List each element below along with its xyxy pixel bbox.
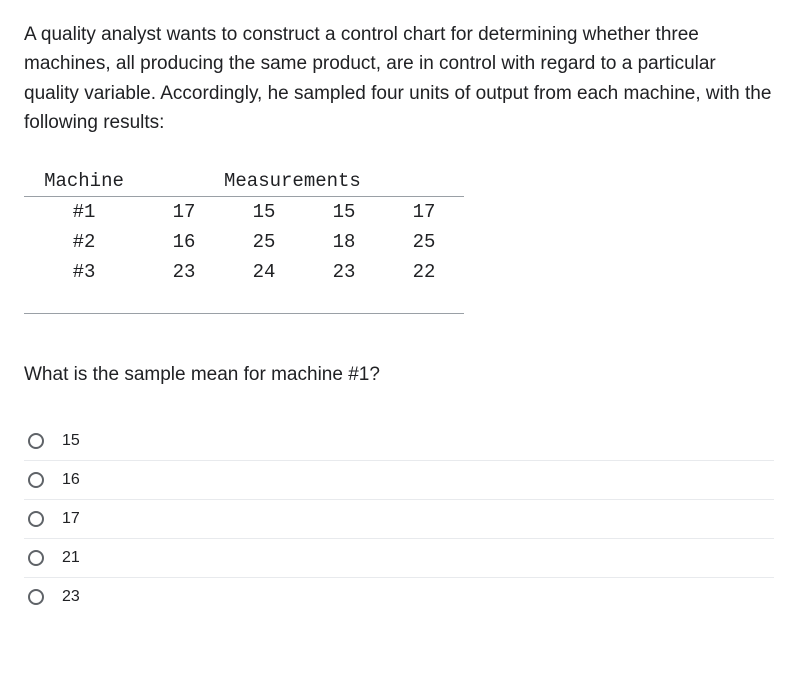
measurements-table: Machine Measurements #1 17 15 15 17 #2 1… <box>24 166 464 314</box>
option-16[interactable]: 16 <box>24 461 774 500</box>
option-17[interactable]: 17 <box>24 500 774 539</box>
row-label: #3 <box>24 257 144 314</box>
table-row: #3 23 24 23 22 <box>24 257 464 314</box>
cell: 15 <box>224 196 304 227</box>
radio-icon <box>28 472 44 488</box>
cell: 18 <box>304 227 384 257</box>
radio-icon <box>28 550 44 566</box>
question-text: What is the sample mean for machine #1? <box>24 364 774 386</box>
cell: 16 <box>144 227 224 257</box>
option-label: 23 <box>62 588 80 606</box>
problem-intro: A quality analyst wants to construct a c… <box>24 20 774 138</box>
radio-icon <box>28 433 44 449</box>
header-machine: Machine <box>24 166 144 197</box>
option-label: 17 <box>62 510 80 528</box>
answer-options: 15 16 17 21 23 <box>24 422 774 616</box>
option-15[interactable]: 15 <box>24 422 774 461</box>
cell: 17 <box>144 196 224 227</box>
cell: 25 <box>384 227 464 257</box>
header-measurements: Measurements <box>224 166 384 197</box>
cell: 22 <box>384 257 464 314</box>
cell: 25 <box>224 227 304 257</box>
table-row: #2 16 25 18 25 <box>24 227 464 257</box>
header-measurements-spacer2 <box>384 166 464 197</box>
row-label: #1 <box>24 196 144 227</box>
option-21[interactable]: 21 <box>24 539 774 578</box>
cell: 15 <box>304 196 384 227</box>
radio-icon <box>28 511 44 527</box>
row-label: #2 <box>24 227 144 257</box>
cell: 17 <box>384 196 464 227</box>
option-label: 16 <box>62 471 80 489</box>
cell: 24 <box>224 257 304 314</box>
cell: 23 <box>144 257 224 314</box>
option-label: 15 <box>62 432 80 450</box>
radio-icon <box>28 589 44 605</box>
cell: 23 <box>304 257 384 314</box>
table-row: #1 17 15 15 17 <box>24 196 464 227</box>
header-measurements-spacer <box>144 166 224 197</box>
option-label: 21 <box>62 549 80 567</box>
option-23[interactable]: 23 <box>24 578 774 616</box>
